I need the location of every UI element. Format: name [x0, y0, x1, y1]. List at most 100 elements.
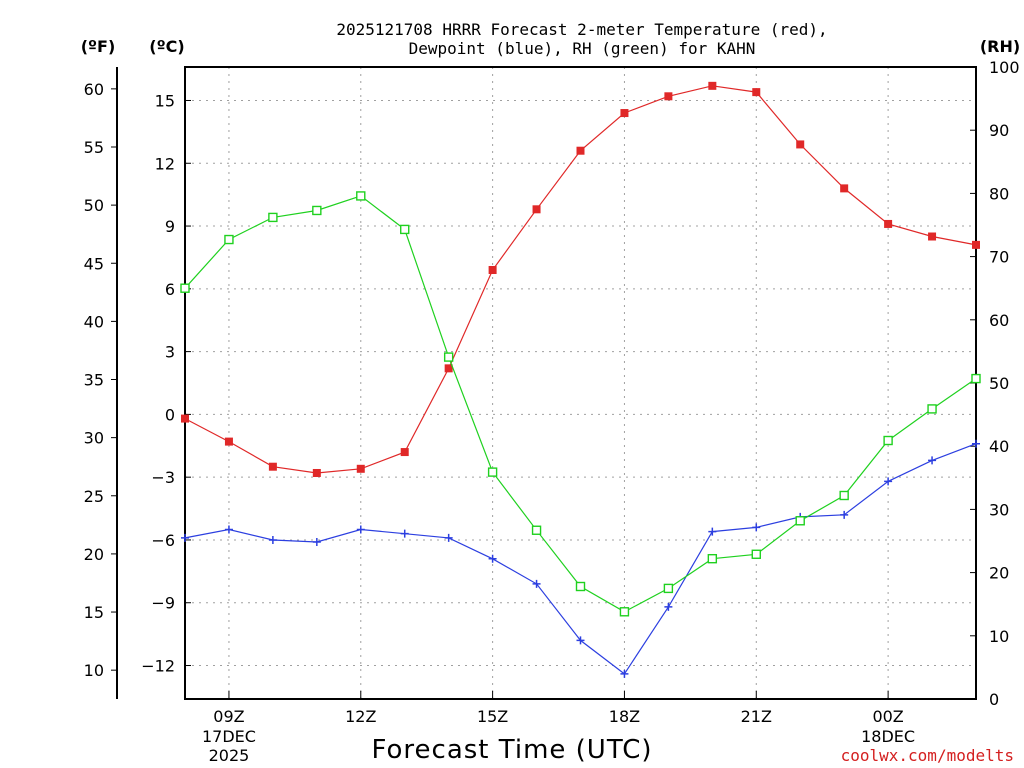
rh-tick-label: 90 — [989, 121, 1009, 140]
fahrenheit-tick-label: 10 — [84, 661, 104, 680]
dewpoint-point — [576, 636, 585, 645]
temperature-point — [444, 364, 453, 373]
temperature-point — [972, 240, 980, 249]
rh-point — [268, 212, 278, 223]
rh-point — [795, 516, 805, 526]
rh-point — [927, 404, 937, 414]
dewpoint-point — [752, 523, 761, 532]
celsius-tick-label: 15 — [155, 91, 175, 110]
temperature-point — [488, 265, 497, 274]
rh-point — [356, 191, 366, 201]
dewpoint-point — [444, 533, 453, 542]
rh-tick-label: 20 — [989, 564, 1009, 583]
rh-point — [224, 234, 234, 245]
credit-text: coolwx.com/modelts — [841, 746, 1014, 765]
x-tick-label: 18Z — [609, 707, 640, 726]
chart-title-line-1: 2025121708 HRRR Forecast 2-meter Tempera… — [336, 20, 827, 39]
grid-lines — [185, 67, 976, 699]
rh-point — [619, 607, 630, 617]
x-tick-label: 21Z — [741, 707, 772, 726]
fahrenheit-tick-label: 60 — [84, 80, 104, 99]
temperature-point — [664, 92, 673, 101]
rh-tick-label: 70 — [989, 248, 1009, 267]
temperature-point — [532, 205, 541, 214]
x-tick-label: 00Z — [872, 707, 903, 726]
rh-line — [184, 195, 977, 613]
dewpoint-point — [840, 510, 849, 519]
rh-tick-label: 60 — [989, 311, 1009, 330]
celsius-tick-label: 6 — [165, 280, 175, 299]
rh-point — [443, 352, 454, 362]
fahrenheit-tick-label: 25 — [84, 487, 104, 506]
temperature-point — [400, 448, 409, 457]
temperature-point — [752, 88, 761, 97]
dewpoint-point — [181, 533, 189, 542]
temperature-point — [884, 219, 893, 228]
fahrenheit-tick-label: 35 — [84, 371, 104, 390]
rh-point — [487, 467, 498, 477]
rh-point — [400, 224, 410, 235]
fahrenheit-tick-label: 30 — [84, 429, 104, 448]
rh-tick-label: 50 — [989, 374, 1009, 393]
temperature-point — [928, 232, 937, 241]
celsius-tick-label: −3 — [151, 468, 175, 487]
temperature-point — [312, 468, 321, 477]
dewpoint-point — [708, 527, 717, 536]
temperature-point — [620, 109, 629, 118]
dewpoint-point — [884, 477, 893, 486]
fahrenheit-tick-label: 40 — [84, 312, 104, 331]
dewpoint-point — [532, 579, 541, 588]
temperature-point — [840, 184, 849, 193]
temperature-point — [356, 464, 365, 473]
dewpoint-point — [268, 535, 277, 544]
rh-tick-label: 100 — [989, 58, 1020, 77]
celsius-tick-label: −6 — [151, 531, 175, 550]
x-tick-label: 12Z — [345, 707, 376, 726]
rh-point — [663, 583, 674, 594]
rh-point — [707, 553, 718, 564]
dewpoint-point — [224, 525, 233, 534]
temperature-line — [184, 85, 977, 474]
x-tick-date-label: 17DEC — [202, 727, 256, 746]
fahrenheit-tick-label: 50 — [84, 196, 104, 215]
rh-point — [180, 283, 190, 293]
celsius-tick-label: −12 — [141, 657, 175, 676]
dewpoint-point — [400, 529, 409, 538]
rh-tick-label: 30 — [989, 500, 1009, 519]
dewpoint-point — [356, 525, 365, 534]
fahrenheit-tick-label: 20 — [84, 545, 104, 564]
dewpoint-point — [620, 669, 629, 678]
chart-title-line-2: Dewpoint (blue), RH (green) for KAHN — [409, 39, 756, 58]
plot-frame — [184, 66, 977, 700]
rh-tick-label: 80 — [989, 184, 1009, 203]
dewpoint-point — [312, 538, 321, 547]
temperature-point — [181, 414, 189, 423]
fahrenheit-tick-label: 45 — [84, 254, 104, 273]
temperature-point — [576, 146, 585, 155]
x-axis-label: Forecast Time (UTC) — [371, 735, 652, 765]
rh-point — [883, 435, 893, 446]
temperature-point — [224, 437, 233, 446]
rh-point — [531, 525, 542, 535]
rh-tick-label: 10 — [989, 627, 1009, 646]
fahrenheit-tick-label: 55 — [84, 138, 104, 157]
temperature-point — [708, 81, 717, 90]
dewpoint-point — [972, 439, 980, 448]
x-tick-year-label: 2025 — [209, 746, 250, 765]
rh-point — [971, 373, 981, 384]
rh-point — [839, 490, 849, 501]
y-axis-ticks: 15129630−3−6−9−1260555045403530252015101… — [84, 58, 1020, 709]
celsius-tick-label: −9 — [151, 594, 175, 613]
celsius-tick-label: 3 — [165, 343, 175, 362]
rh-tick-label: 40 — [989, 437, 1009, 456]
rh-point — [751, 549, 761, 559]
series-layer — [180, 81, 981, 678]
rh-point — [312, 205, 322, 216]
dewpoint-point — [664, 602, 673, 611]
rh-point — [575, 581, 586, 592]
temperature-point — [268, 462, 277, 471]
celsius-tick-label: 12 — [155, 154, 175, 173]
fahrenheit-tick-label: 15 — [84, 603, 104, 622]
